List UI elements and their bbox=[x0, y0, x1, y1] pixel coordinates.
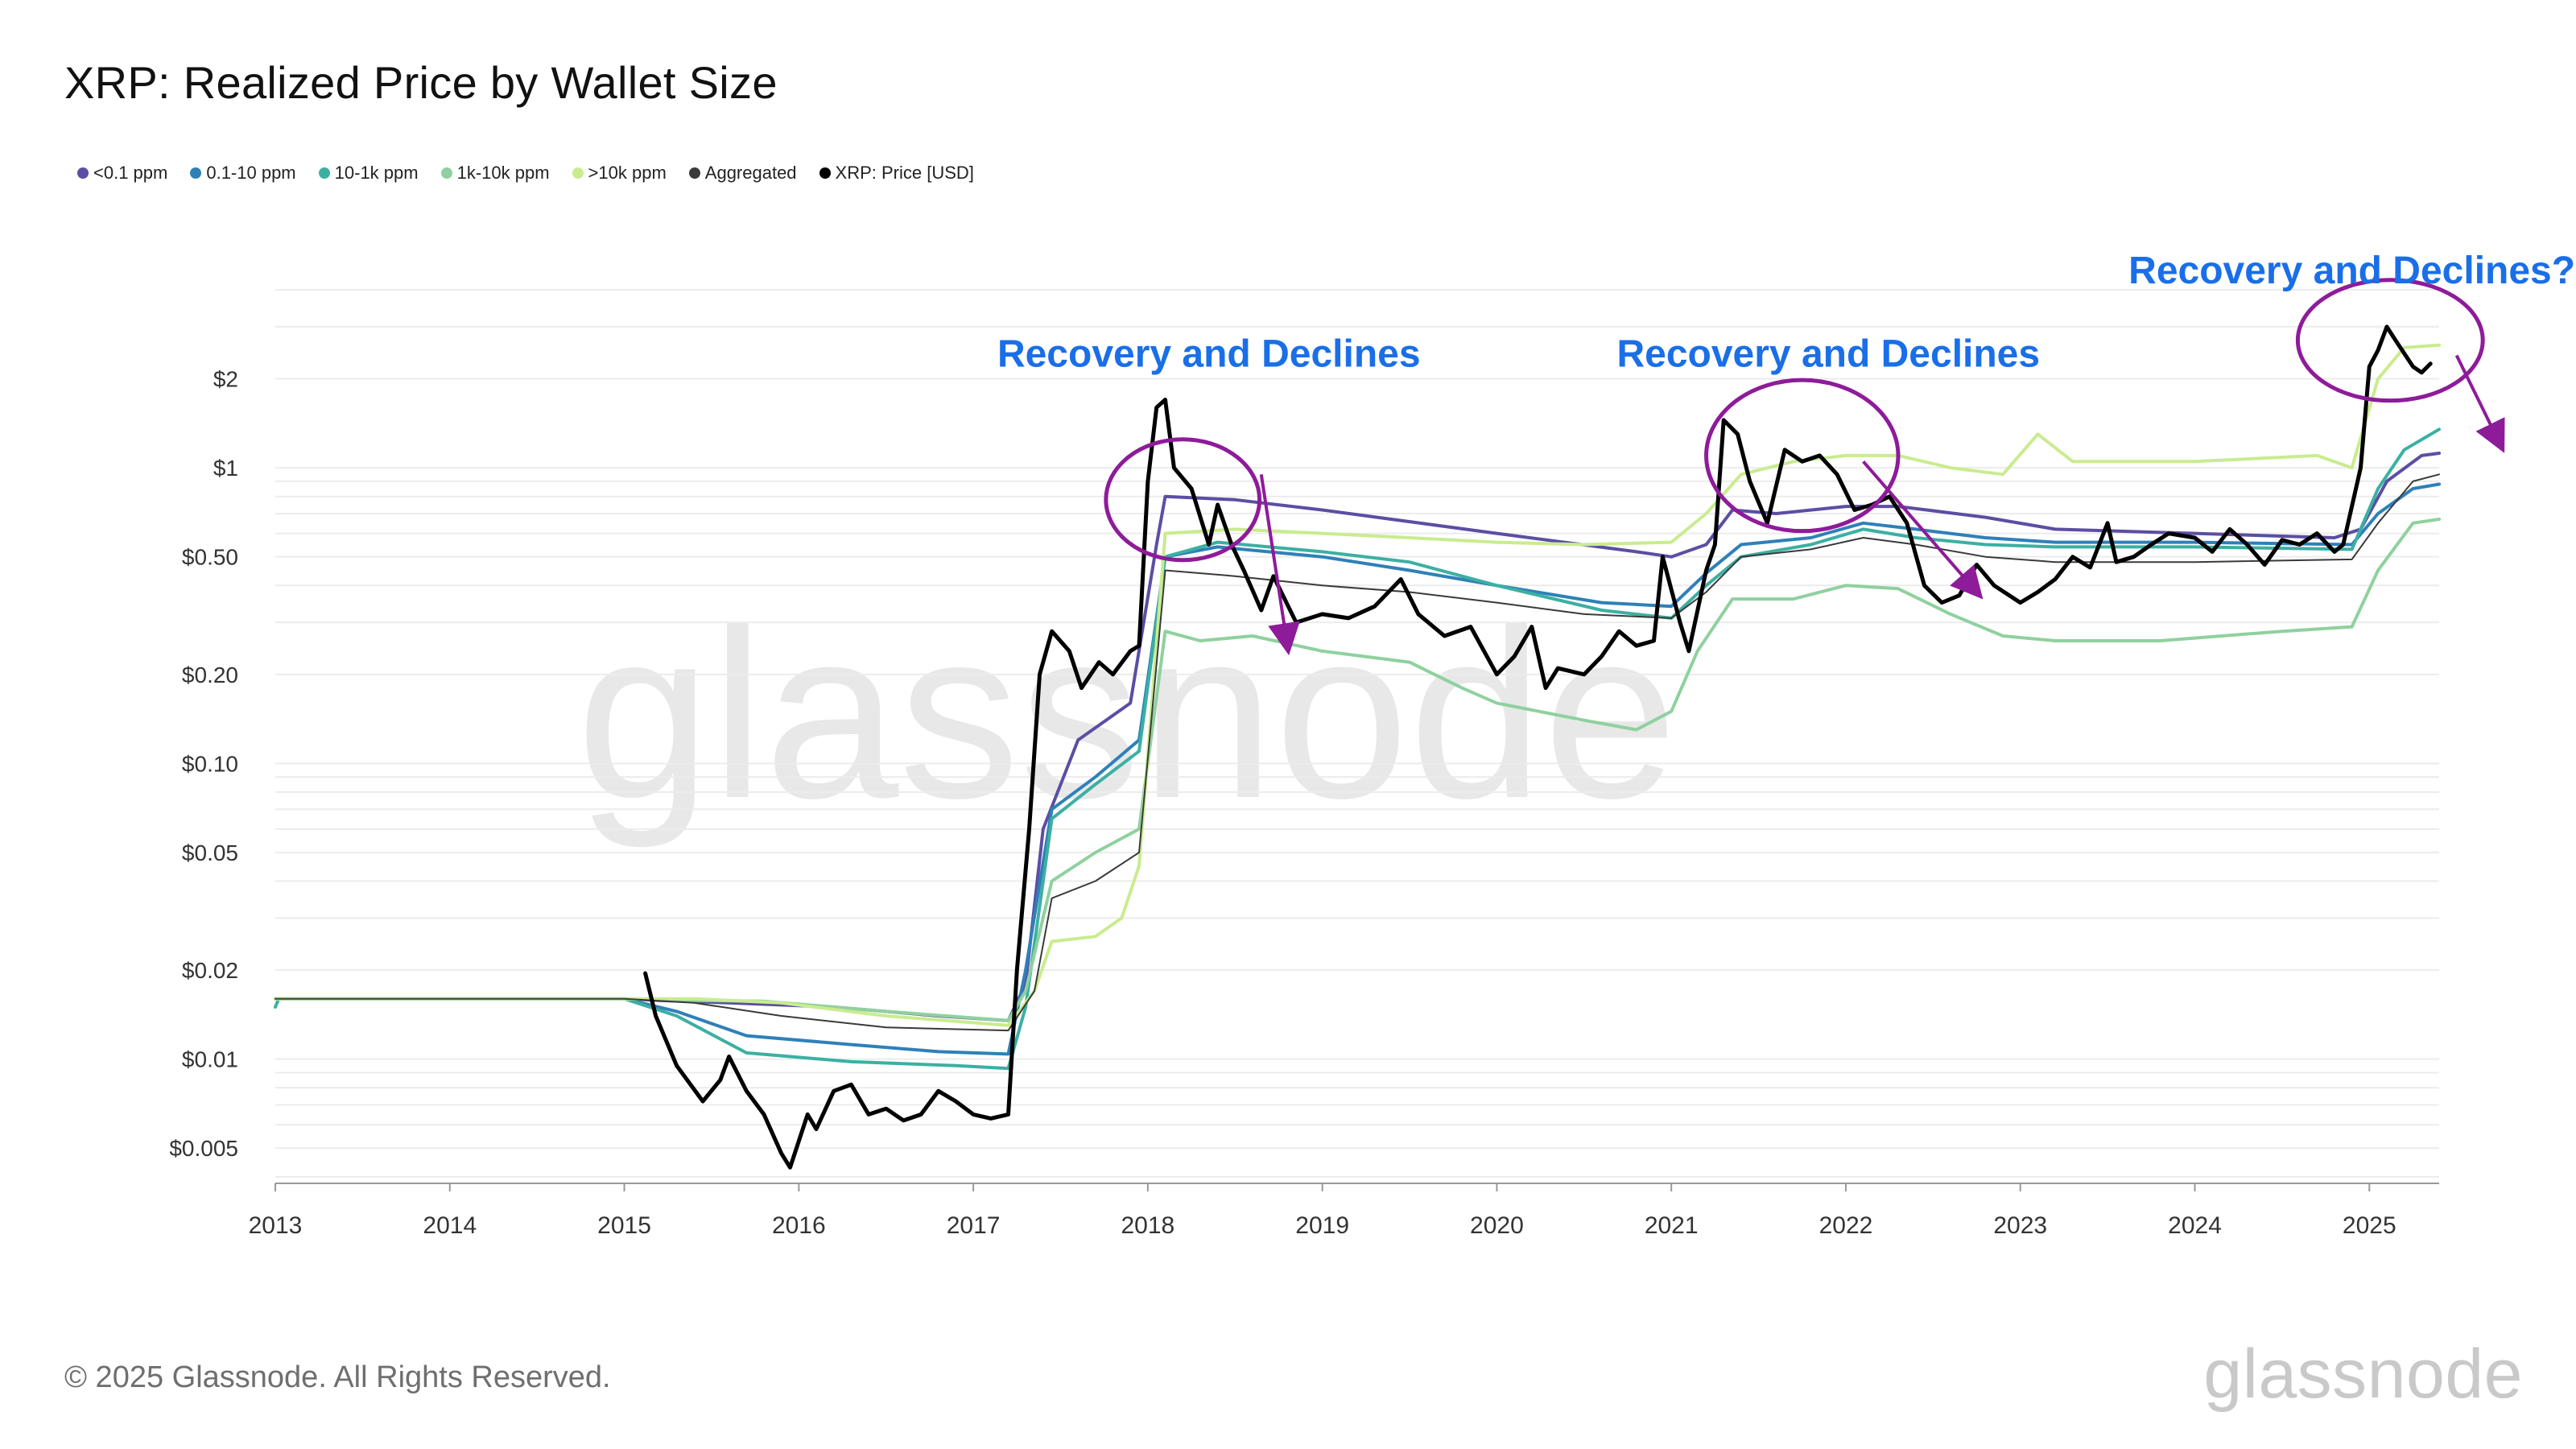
x-tick-label: 2022 bbox=[1819, 1212, 1873, 1239]
watermark-text: glassnode bbox=[576, 578, 1678, 850]
annotation-label: Recovery and Declines? bbox=[2128, 250, 2575, 292]
x-tick-label: 2020 bbox=[1470, 1212, 1524, 1239]
x-tick-label: 2015 bbox=[597, 1212, 651, 1239]
annotation-label: Recovery and Declines bbox=[997, 332, 1421, 375]
legend-item[interactable]: XRP: Price [USD] bbox=[819, 163, 974, 184]
legend-dot-icon bbox=[77, 167, 89, 179]
legend-dot-icon bbox=[688, 167, 700, 179]
legend-dot-icon bbox=[572, 167, 584, 179]
y-tick-label: $0.50 bbox=[182, 545, 238, 570]
legend-label: 0.1-10 ppm bbox=[206, 163, 296, 183]
trend-arrow bbox=[2454, 354, 2505, 453]
x-tick-label: 2013 bbox=[249, 1212, 303, 1239]
legend-item[interactable]: >10k ppm bbox=[572, 163, 667, 184]
legend-item[interactable]: 10-1k ppm bbox=[318, 163, 419, 184]
legend-dot-icon bbox=[190, 167, 202, 179]
legend-label: 1k-10k ppm bbox=[456, 163, 550, 183]
series-line bbox=[274, 343, 2441, 1027]
series-line bbox=[274, 518, 2441, 1022]
legend-label: XRP: Price [USD] bbox=[835, 163, 974, 183]
y-tick-label: $0.20 bbox=[182, 663, 238, 687]
highlight-ellipse bbox=[2295, 278, 2485, 403]
y-tick-label: $0.02 bbox=[182, 958, 238, 983]
highlight-ellipse bbox=[1704, 378, 1901, 534]
legend-item[interactable]: 0.1-10 ppm bbox=[190, 163, 296, 184]
legend-item[interactable]: <0.1 ppm bbox=[77, 163, 167, 184]
y-tick-label: $1 bbox=[213, 456, 238, 481]
x-tick-label: 2017 bbox=[947, 1212, 1001, 1239]
series-line bbox=[275, 473, 2440, 1032]
highlight-ellipse bbox=[1104, 437, 1262, 563]
series-line bbox=[643, 324, 2433, 1170]
legend-label: Aggregated bbox=[704, 163, 797, 183]
y-tick-label: $0.005 bbox=[169, 1136, 238, 1161]
x-tick-label: 2021 bbox=[1645, 1212, 1699, 1239]
x-tick-label: 2025 bbox=[2343, 1212, 2396, 1239]
legend-label: >10k ppm bbox=[588, 163, 667, 183]
y-tick-label: $0.10 bbox=[182, 751, 238, 776]
y-tick-label: $0.01 bbox=[182, 1047, 238, 1072]
x-tick-label: 2024 bbox=[2168, 1212, 2222, 1239]
brand-logo: glassnode bbox=[2203, 1335, 2523, 1413]
legend-dot-icon bbox=[440, 167, 452, 179]
legend-label: 10-1k ppm bbox=[334, 163, 419, 183]
annotation-label: Recovery and Declines bbox=[1616, 332, 2040, 375]
x-tick-label: 2014 bbox=[423, 1212, 477, 1239]
legend-dot-icon bbox=[318, 167, 330, 179]
series-line bbox=[274, 427, 2441, 1071]
trend-arrow bbox=[1259, 473, 1300, 656]
x-tick-label: 2016 bbox=[772, 1212, 826, 1239]
copyright-footer: © 2025 Glassnode. All Rights Reserved. bbox=[64, 1360, 611, 1394]
legend-label: <0.1 ppm bbox=[93, 163, 168, 183]
legend-item[interactable]: 1k-10k ppm bbox=[440, 163, 550, 184]
legend-dot-icon bbox=[819, 167, 831, 179]
x-tick-label: 2018 bbox=[1121, 1212, 1174, 1239]
legend-item[interactable]: Aggregated bbox=[688, 163, 797, 184]
series-line bbox=[274, 482, 2441, 1056]
y-tick-label: $2 bbox=[213, 367, 238, 392]
x-tick-label: 2019 bbox=[1295, 1212, 1349, 1239]
chart-title: XRP: Realized Price by Wallet Size bbox=[64, 57, 778, 108]
x-tick-label: 2023 bbox=[1993, 1212, 2047, 1239]
trend-arrow bbox=[1862, 460, 1984, 600]
y-tick-label: $0.05 bbox=[182, 840, 238, 865]
legend: <0.1 ppm 0.1-10 ppm 10-1k ppm 1k-10k ppm… bbox=[77, 163, 974, 184]
